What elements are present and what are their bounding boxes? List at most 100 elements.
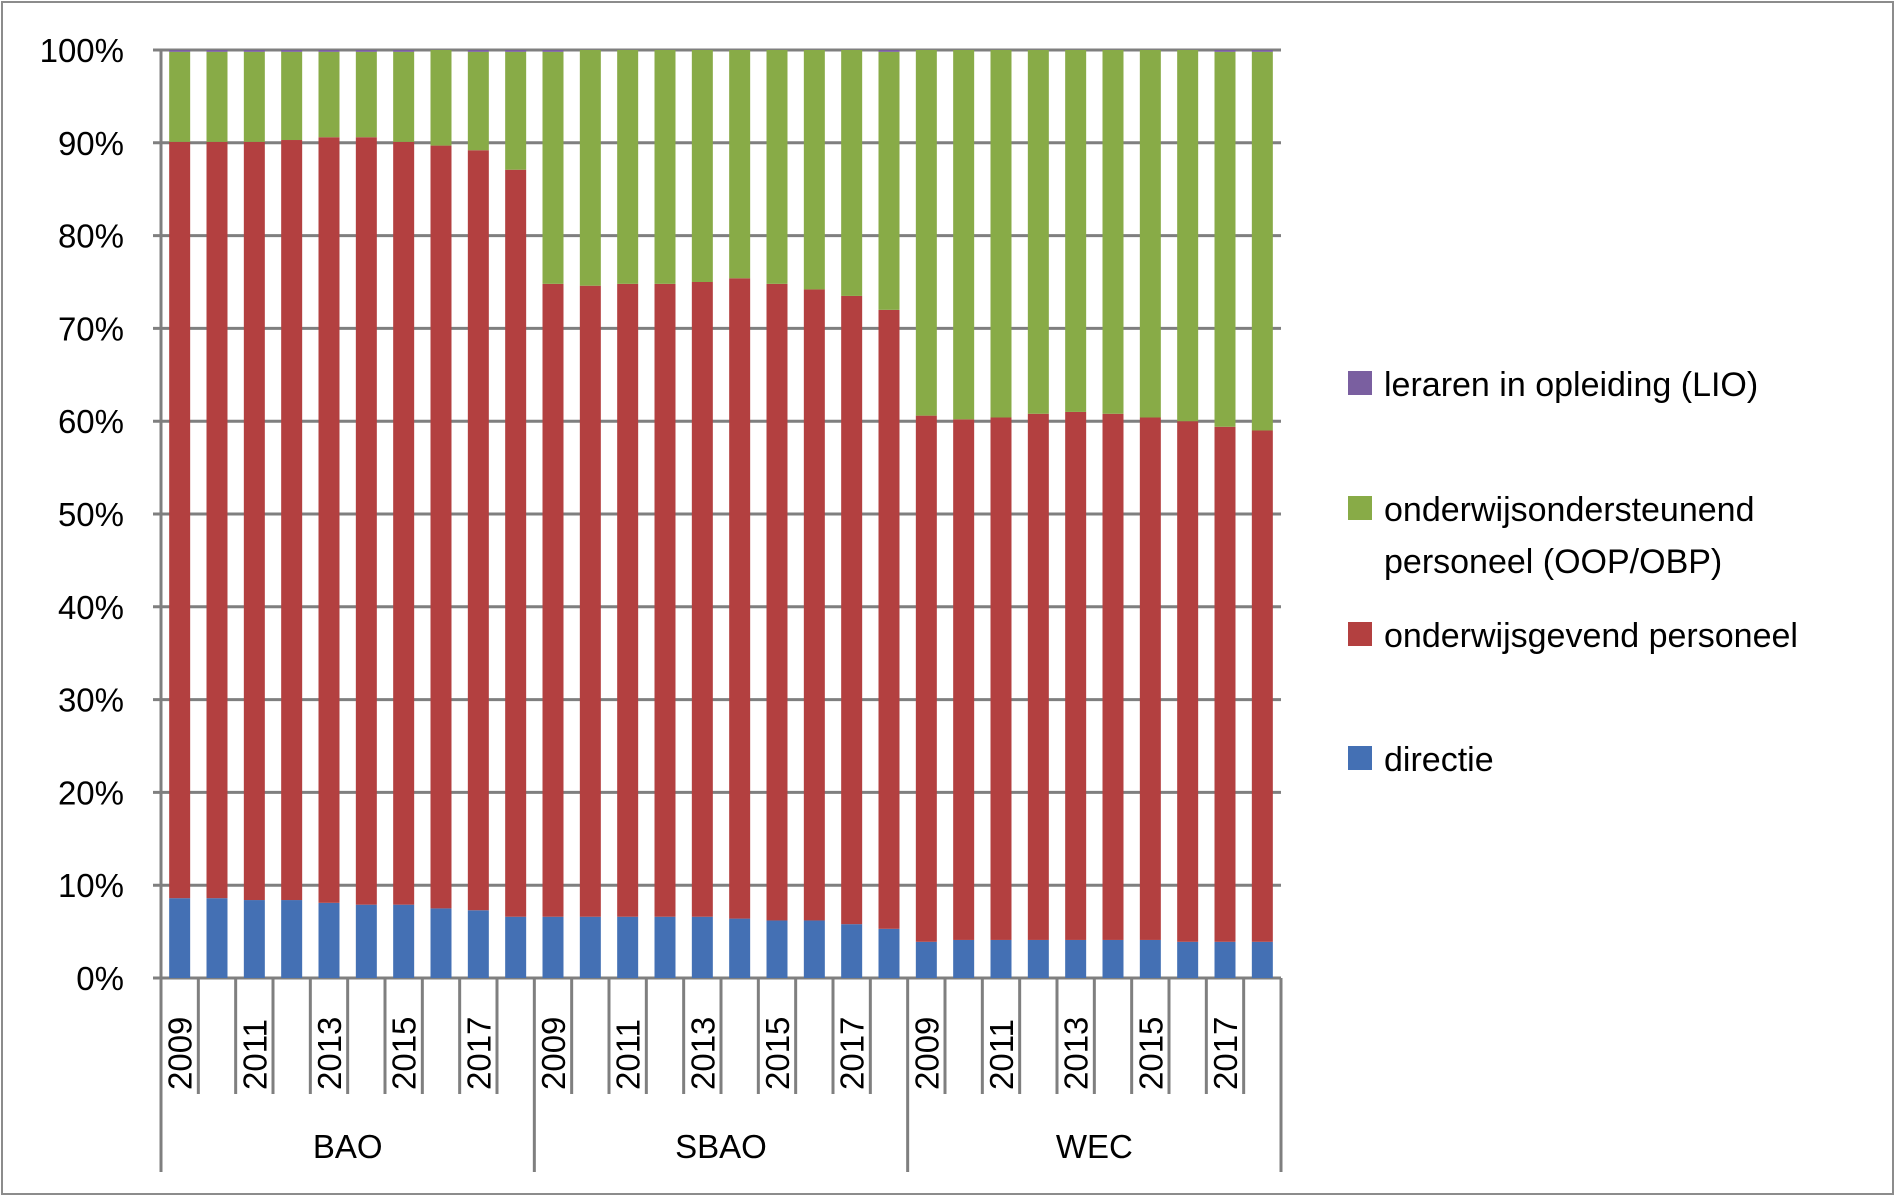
x-tick-label: 2017 — [460, 1017, 497, 1090]
bar-segment-0 — [990, 939, 1012, 978]
bar-segment-0 — [729, 918, 751, 978]
bar-segment-2 — [766, 50, 788, 284]
y-tick-label: 40% — [58, 589, 124, 626]
legend-label: onderwijsondersteunend — [1384, 491, 1754, 529]
bar-segment-1 — [1065, 411, 1087, 940]
bar-segment-0 — [1177, 941, 1199, 978]
bar-segment-2 — [1214, 51, 1236, 427]
bar-segment-0 — [542, 916, 564, 978]
bar-segment-0 — [953, 939, 975, 978]
y-tick-label: 0% — [76, 960, 124, 997]
group-label: BAO — [313, 1128, 383, 1165]
bar-segment-1 — [1214, 426, 1236, 942]
bar-segment-1 — [803, 289, 825, 921]
bar-segment-2 — [393, 51, 415, 142]
legend-item: onderwijsondersteunend personeel (OOP/OBP… — [1348, 491, 1754, 581]
bar-segment-0 — [766, 920, 788, 978]
y-tick-label: 30% — [58, 682, 124, 719]
bar-segment-0 — [579, 916, 601, 978]
bar-segment-1 — [953, 419, 975, 940]
bar-segment-1 — [1027, 413, 1049, 940]
legend-swatch — [1348, 371, 1372, 395]
bar-segment-2 — [206, 51, 228, 142]
bar-segment-3 — [169, 50, 191, 52]
bar-segment-0 — [1102, 939, 1124, 978]
bar-segment-1 — [1251, 430, 1273, 942]
bar-segment-2 — [1102, 50, 1124, 414]
legend-swatch — [1348, 622, 1372, 646]
bar-segment-2 — [505, 51, 527, 170]
y-tick-label: 70% — [58, 310, 124, 347]
bar-segment-2 — [990, 50, 1012, 418]
bar-segment-1 — [542, 283, 564, 917]
y-axis: 0% 10% 20% 30% 40% 50% 60% 70% 80% 90% 100% — [40, 32, 163, 997]
bar-segment-0 — [243, 900, 265, 978]
bars — [169, 50, 1273, 978]
bar-segment-1 — [505, 169, 527, 917]
group-label: SBAO — [675, 1128, 767, 1165]
bar-segment-2 — [691, 50, 713, 282]
y-tick-label: 90% — [58, 125, 124, 162]
bar-segment-2 — [654, 50, 676, 284]
bar-segment-0 — [169, 898, 191, 978]
bar-segment-0 — [318, 902, 340, 978]
bar-segment-1 — [766, 283, 788, 921]
legend-label: onderwijsgevend personeel — [1384, 617, 1798, 655]
bar-segment-3 — [318, 50, 340, 52]
bar-segment-0 — [1251, 941, 1273, 978]
x-axis: 2009 2011 2013 2015 2017 2009 2011 2013 2015 2017… — [159, 978, 1283, 1172]
legend-item: leraren in opleiding (LIO) — [1348, 366, 1758, 404]
bar-segment-0 — [1027, 939, 1049, 978]
bar-segment-3 — [542, 50, 564, 52]
bar-segment-0 — [206, 898, 228, 978]
bar-segment-3 — [393, 50, 415, 52]
bar-segment-0 — [878, 928, 900, 978]
legend-label: personeel (OOP/OBP) — [1384, 543, 1722, 581]
bar-segment-2 — [430, 50, 452, 146]
y-tick-label: 60% — [58, 403, 124, 440]
y-tick-label: 50% — [58, 496, 124, 533]
bar-segment-2 — [1065, 50, 1087, 412]
x-tick-label: 2015 — [759, 1017, 796, 1090]
bar-segment-3 — [1214, 50, 1236, 52]
bar-segment-3 — [355, 50, 377, 52]
bar-segment-1 — [617, 283, 639, 917]
legend-label: leraren in opleiding (LIO) — [1384, 366, 1758, 404]
y-tick-label: 100% — [40, 32, 124, 69]
bar-segment-1 — [691, 282, 713, 917]
x-tick-label: 2013 — [684, 1017, 721, 1090]
x-tick-label: 2011 — [610, 1019, 647, 1090]
bar-segment-1 — [990, 417, 1012, 940]
bar-segment-2 — [1177, 50, 1199, 422]
bar-segment-0 — [841, 924, 863, 978]
bar-segment-1 — [841, 295, 863, 925]
bar-segment-2 — [878, 51, 900, 310]
bar-segment-0 — [691, 916, 713, 978]
bar-segment-0 — [803, 920, 825, 978]
bar-segment-1 — [169, 141, 191, 899]
bar-segment-2 — [1027, 50, 1049, 414]
bar-segment-2 — [243, 51, 265, 142]
bar-segment-1 — [1102, 413, 1124, 940]
x-tick-label: 2017 — [1207, 1017, 1244, 1090]
bar-segment-1 — [1177, 421, 1199, 942]
y-tick-label: 80% — [58, 218, 124, 255]
bar-segment-1 — [654, 283, 676, 917]
bar-segment-0 — [1065, 939, 1087, 978]
bar-segment-0 — [281, 900, 303, 978]
bar-segment-2 — [953, 50, 975, 420]
bar-segment-2 — [318, 51, 340, 138]
bar-segment-2 — [803, 50, 825, 290]
bar-segment-2 — [617, 50, 639, 284]
bar-segment-0 — [1139, 939, 1161, 978]
bar-segment-3 — [1251, 50, 1273, 52]
x-tick-label: 2009 — [535, 1017, 572, 1090]
bar-segment-0 — [1214, 941, 1236, 978]
x-tick-label: 2009 — [908, 1017, 945, 1090]
bar-segment-2 — [355, 51, 377, 138]
bar-segment-1 — [430, 145, 452, 909]
bar-segment-3 — [505, 50, 527, 52]
bar-segment-1 — [318, 137, 340, 903]
bar-segment-2 — [169, 51, 191, 142]
